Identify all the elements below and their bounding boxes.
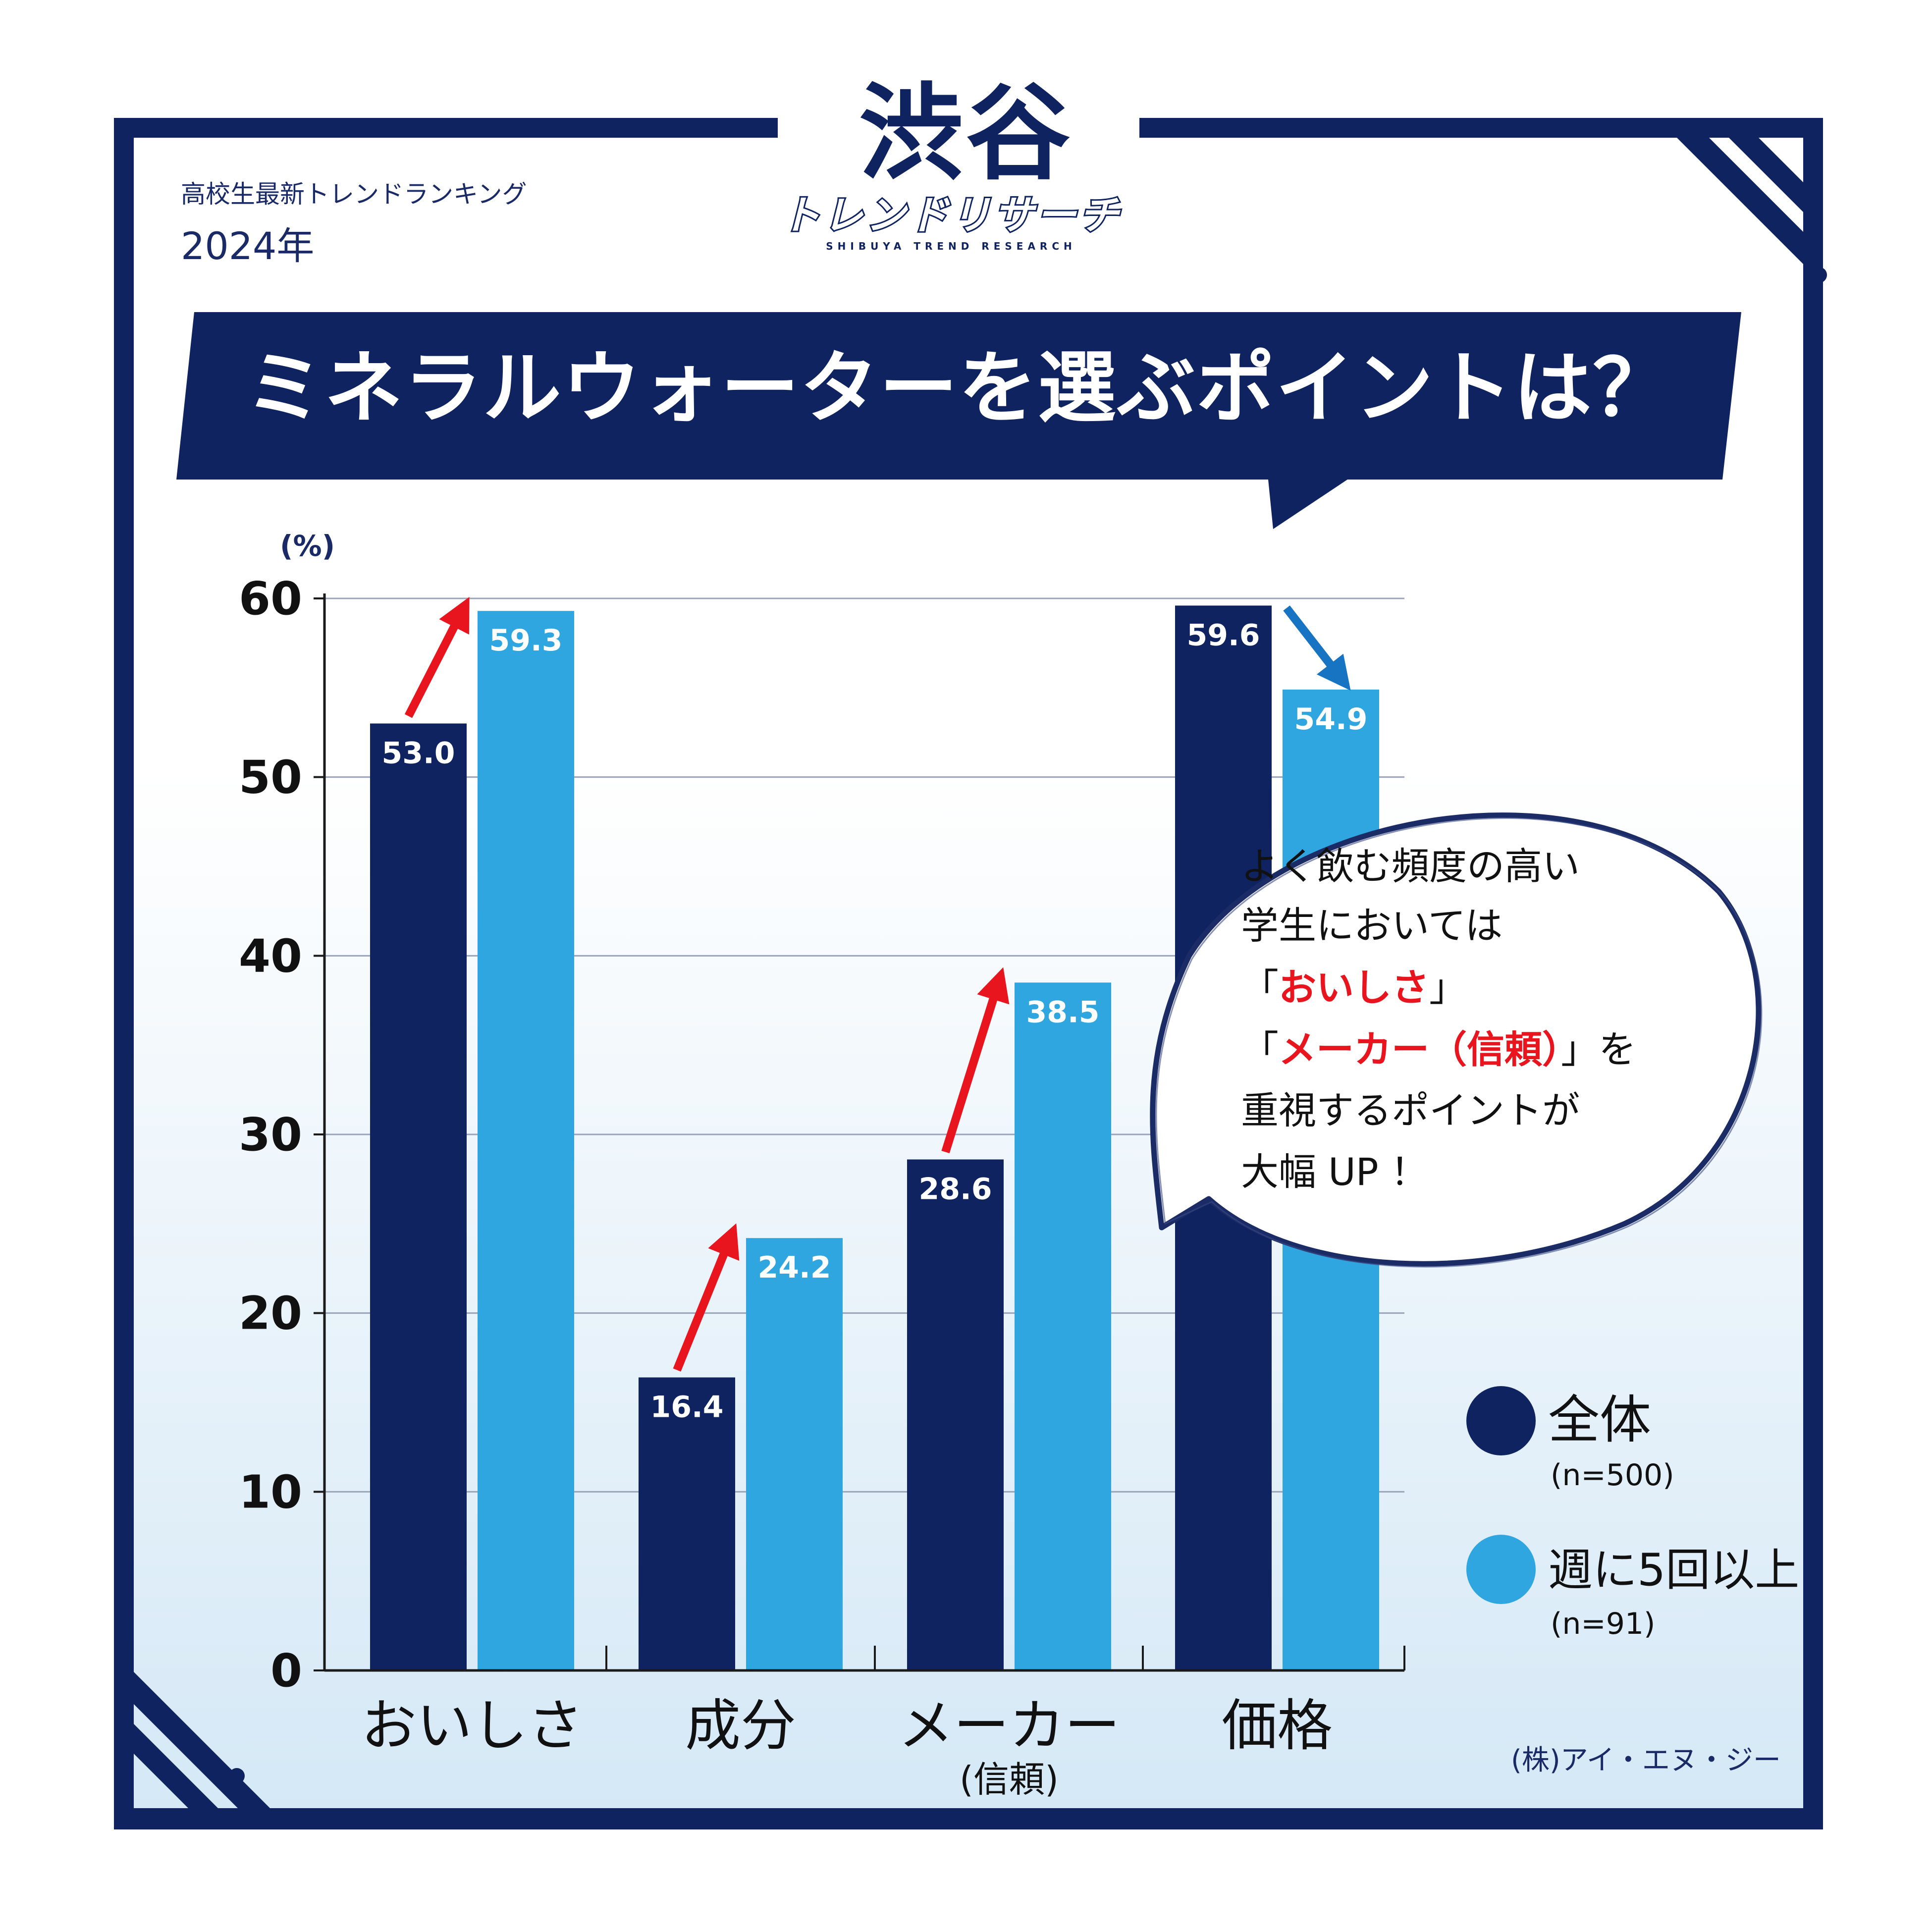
legend: 全体 (n=500) 週に5回以上 (n=91): [1466, 1386, 1799, 1641]
bar: [478, 611, 574, 1671]
legend-label-weekly: 週に5回以上: [1548, 1544, 1799, 1596]
page-title: ミネラルウォーターを選ぶポイントは？: [245, 343, 1672, 434]
annotation-quote-close-1: 」: [1429, 966, 1467, 1010]
svg-text:大幅 UP ！: 大幅 UP ！: [1241, 1150, 1428, 1194]
y-tick-label: 0: [270, 1644, 302, 1697]
x-category-label: おいしさ: [361, 1694, 583, 1758]
corner-stripes-top-right: [1677, 138, 1827, 283]
annotation-quote-open-2: 「: [1241, 1027, 1279, 1072]
y-tick-label: 10: [239, 1465, 302, 1518]
annotation-line1: よく飲む頻度の高い: [1241, 844, 1580, 888]
corner-stripes-bottom-left: [134, 1672, 270, 1808]
annotation-bubble: よく飲む頻度の高い 学生においては 「おいしさ」 「メーカー（信頼）」を 重視す…: [1150, 812, 1763, 1268]
trend-arrow-down: [1283, 605, 1351, 691]
axes: 0 10 20 30 40 50 60 (%) おいしさ 成分 メーカー(信頼) 価格: [239, 529, 1405, 1800]
bar: [370, 723, 467, 1670]
year-label: 2024年: [181, 224, 315, 268]
footer-credit: (株)アイ・エヌ・ジー: [1511, 1744, 1781, 1776]
x-category-label: メーカー: [898, 1694, 1120, 1758]
annotation-line6: 大幅 UP ！: [1241, 1150, 1428, 1194]
bar-value-label: 24.2: [757, 1250, 831, 1285]
legend-sample-weekly: (n=91): [1551, 1607, 1655, 1641]
svg-text:よく飲む頻度の高い: よく飲む頻度の高い: [1241, 844, 1580, 888]
annotation-line5: 重視するポイントが: [1241, 1088, 1580, 1132]
trend-arrows: [404, 596, 1351, 1372]
annotation-quote-open-1: 「: [1241, 966, 1279, 1010]
logo-subtitle: SHIBUYA TREND RESEARCH: [826, 240, 1076, 252]
bar: [746, 1238, 843, 1670]
subtitle-top: 高校生最新トレンドランキング: [181, 180, 527, 209]
y-tick-label: 30: [239, 1108, 302, 1161]
bar-value-label: 38.5: [1026, 995, 1099, 1029]
bar-value-label: 54.9: [1294, 702, 1367, 737]
svg-text:「メーカー（信頼）」を: 「メーカー（信頼）」を: [1241, 1027, 1636, 1072]
y-tick-label: 20: [239, 1287, 302, 1340]
bar: [907, 1159, 1004, 1670]
trend-arrow-up: [673, 1223, 740, 1372]
x-category-label: 成分: [685, 1694, 796, 1758]
y-axis-unit: (%): [280, 529, 335, 563]
bar-value-label: 59.6: [1186, 618, 1260, 652]
bar-value-label: 16.4: [650, 1390, 723, 1425]
trend-arrow-up: [941, 967, 1010, 1154]
annotation-highlight-1: おいしさ: [1279, 966, 1429, 1010]
legend-label-all: 全体: [1548, 1390, 1651, 1450]
svg-text:学生においては: 学生においては: [1241, 904, 1503, 948]
svg-text:重視するポイントが: 重視するポイントが: [1241, 1088, 1580, 1132]
title-banner: [176, 312, 1741, 480]
y-tick-label: 50: [239, 751, 302, 804]
logo-trend-research: トレンドリサーチ: [779, 192, 1122, 238]
value-labels: 53.0 16.4 28.6 59.6 59.3 24.2 38.5 54.9: [381, 618, 1367, 1424]
y-tick-label: 40: [239, 929, 302, 982]
bar-value-label: 53.0: [381, 736, 455, 770]
trend-arrow-up: [404, 596, 470, 718]
bar-value-label: 28.6: [918, 1172, 992, 1206]
frame-border: [114, 118, 1823, 1829]
legend-swatch-all: [1466, 1386, 1536, 1455]
legend-swatch-weekly: [1466, 1535, 1536, 1604]
bar-value-label: 59.3: [489, 623, 562, 658]
title-banner-tail: [1268, 480, 1347, 529]
y-tick-label: 60: [239, 572, 302, 625]
x-category-label: 価格: [1222, 1694, 1333, 1758]
bar: [1015, 982, 1111, 1670]
logo-shibuya: 渋谷: [859, 73, 1073, 194]
svg-text:「おいしさ」: 「おいしさ」: [1241, 966, 1467, 1010]
legend-sample-all: (n=500): [1551, 1458, 1674, 1493]
annotation-highlight-2: メーカー（信頼）: [1279, 1027, 1561, 1072]
annotation-quote-close-2: 」を: [1561, 1027, 1636, 1072]
x-category-sublabel: (信頼): [960, 1759, 1059, 1800]
bar: [639, 1377, 735, 1670]
annotation-line2: 学生においては: [1241, 904, 1503, 948]
